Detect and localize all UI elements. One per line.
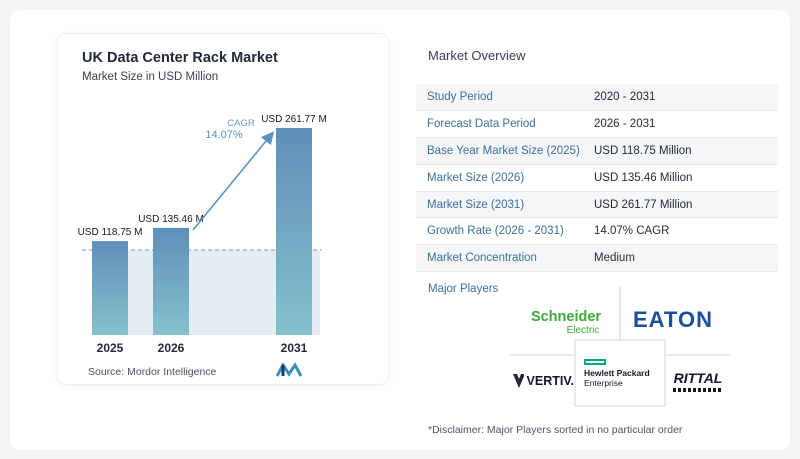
chart-title: UK Data Center Rack Market — [82, 50, 278, 66]
bar-value-label: USD 135.46 M — [138, 214, 204, 225]
overview-row: Market Size (2031) USD 261.77 Million — [416, 191, 778, 219]
overview-row-value: 2026 - 2031 — [584, 110, 778, 139]
hpe-line1: Hewlett Packard — [584, 367, 650, 378]
overview-row-label: Study Period — [416, 84, 584, 112]
x-axis-label: 2025 — [97, 341, 124, 355]
schneider-name: Schneider — [530, 309, 602, 325]
overview-table: Study Period 2020 - 2031 Forecast Data Per… — [416, 84, 778, 273]
hpe-line2: Enterprise — [584, 377, 623, 388]
players-title: Major Players — [428, 283, 499, 295]
eaton-logo: EATON — [628, 306, 718, 334]
cagr-label: CAGR — [227, 118, 255, 129]
rittal-name: RITTAL — [673, 369, 723, 386]
overview-row: Market Size (2026) USD 135.46 Million — [416, 164, 778, 192]
bar-2025 — [92, 241, 128, 335]
x-axis-label: 2031 — [281, 341, 308, 355]
overview-row-value: USD 118.75 Million — [584, 137, 778, 165]
overview-row-label: Market Concentration — [416, 244, 584, 273]
vertiv-mark-icon — [513, 374, 524, 388]
bar-2026 — [153, 227, 189, 335]
overview-row: Study Period 2020 - 2031 — [416, 84, 778, 112]
overview-row-value: Medium — [584, 244, 778, 273]
eaton-name: EATON — [633, 307, 713, 332]
overview-row: Market Concentration Medium — [416, 244, 778, 273]
cagr-value: 14.07% — [205, 129, 243, 141]
overview-row: Base Year Market Size (2025) USD 118.75 M… — [416, 137, 778, 165]
overview-row-label: Market Size (2031) — [416, 191, 584, 219]
overview-row-label: Base Year Market Size (2025) — [416, 137, 584, 165]
overview-title: Market Overview — [428, 48, 526, 63]
overview-row-label: Growth Rate (2026 - 2031) — [416, 217, 584, 246]
cagr-arrow — [192, 131, 275, 231]
mordor-logo-icon — [276, 362, 302, 377]
source-text: Source: Mordor Intelligence — [88, 366, 217, 378]
disclaimer: *Disclaimer: Major Players sorted in no … — [428, 424, 683, 436]
schneider-logo: Schneider Electric — [520, 306, 612, 340]
bar-value-label: USD 118.75 M — [78, 227, 143, 238]
overview-row: Growth Rate (2026 - 2031) 14.07% CAGR — [416, 217, 778, 246]
overview-row-label: Market Size (2026) — [416, 164, 584, 192]
overview-row-value: 14.07% CAGR — [584, 217, 778, 246]
x-axis-label: 2026 — [158, 341, 185, 355]
schneider-sub: Electric — [566, 325, 600, 336]
overview-row-value: USD 135.46 Million — [584, 164, 778, 192]
hpe-logo: Hewlett Packard Enterprise — [580, 346, 662, 400]
overview-row-value: 2020 - 2031 — [584, 84, 778, 112]
rittal-stripes-icon — [673, 387, 723, 392]
bar-value-label: USD 261.77 M — [261, 114, 327, 125]
bar-2031 — [276, 128, 312, 335]
overview-row-value: USD 261.77 Million — [584, 191, 778, 219]
vertiv-name: VERTIV. — [526, 374, 574, 388]
hpe-element-icon — [584, 358, 606, 365]
vertiv-logo: VERTIV. — [512, 370, 574, 392]
chart-subtitle: Market Size in USD Million — [82, 71, 219, 83]
rittal-logo: RITTAL — [668, 368, 728, 394]
overview-row: Forecast Data Period 2026 - 2031 — [416, 110, 778, 139]
overview-row-label: Forecast Data Period — [416, 110, 584, 139]
